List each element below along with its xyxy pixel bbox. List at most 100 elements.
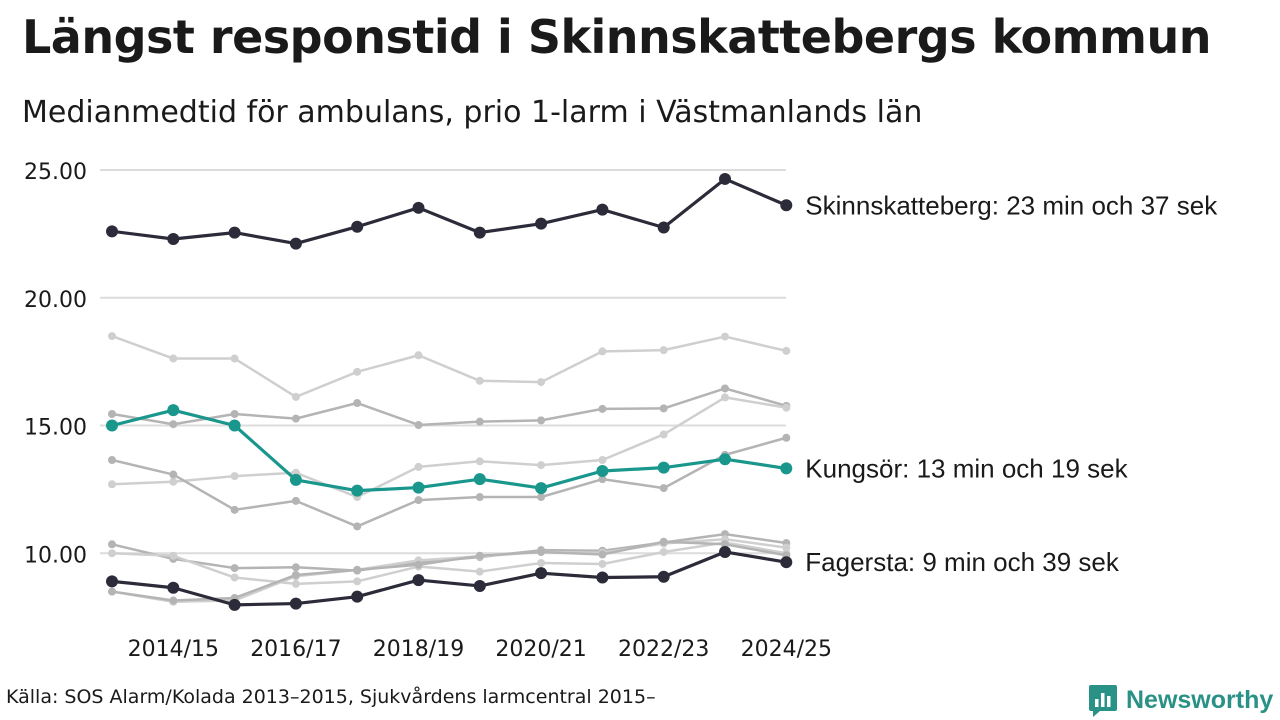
data-point: [169, 470, 178, 479]
data-point: [782, 543, 791, 552]
data-point: [780, 556, 793, 569]
data-point: [351, 220, 364, 233]
data-point: [414, 560, 423, 569]
data-point: [782, 403, 791, 412]
data-point: [230, 564, 239, 573]
data-point: [412, 574, 425, 587]
data-point: [473, 226, 486, 239]
series-line-bg2: [110, 387, 788, 427]
data-point: [351, 590, 364, 603]
brand-logo: Newsworthy: [1088, 683, 1273, 717]
data-point: [782, 346, 791, 355]
series-line-bg3: [110, 396, 788, 499]
y-tick-label: 10.00: [24, 543, 87, 568]
data-point: [657, 461, 670, 474]
data-point: [169, 551, 178, 560]
data-point: [414, 462, 423, 471]
data-point: [108, 455, 116, 464]
data-point: [475, 493, 484, 502]
data-point: [657, 221, 670, 234]
series-line-bg6: [110, 541, 788, 586]
data-point: [169, 420, 178, 429]
source-note: Källa: SOS Alarm/Kolada 2013–2015, Sjukv…: [6, 686, 656, 708]
data-point: [414, 496, 423, 505]
series-line-bg8: [110, 540, 788, 602]
data-point: [169, 596, 178, 605]
series-line-kungsör: [110, 408, 788, 493]
data-point: [108, 332, 116, 341]
data-point: [721, 393, 729, 402]
data-point: [657, 570, 670, 583]
data-point: [289, 597, 302, 610]
data-point: [596, 464, 609, 477]
data-point: [353, 565, 362, 574]
data-point: [414, 351, 423, 360]
x-tick-label: 2020/21: [495, 637, 586, 662]
data-point: [537, 416, 546, 425]
data-point: [598, 347, 607, 356]
x-tick-label: 2022/23: [618, 637, 709, 662]
data-point: [228, 226, 241, 239]
data-point: [659, 346, 668, 355]
data-point: [659, 547, 668, 556]
series-line-bg1: [110, 334, 788, 399]
data-point: [230, 573, 239, 582]
data-point: [598, 559, 607, 568]
data-point: [169, 354, 178, 363]
data-point: [291, 579, 300, 588]
y-tick-label: 20.00: [24, 288, 87, 313]
series-line-bg4: [110, 436, 788, 528]
data-point: [537, 378, 546, 387]
data-point: [721, 384, 729, 393]
data-point: [106, 225, 118, 238]
data-point: [535, 567, 548, 580]
data-point: [475, 551, 484, 560]
data-point: [291, 563, 300, 572]
data-point: [537, 558, 546, 567]
data-point: [780, 462, 793, 475]
data-point: [169, 477, 178, 486]
data-point: [230, 505, 239, 514]
data-point: [291, 392, 300, 401]
x-tick-label: 2018/19: [373, 637, 464, 662]
data-point: [719, 172, 731, 185]
chart-subtitle: Medianmedtid för ambulans, prio 1-larm i…: [22, 95, 923, 130]
data-point: [780, 199, 793, 212]
data-point: [598, 475, 607, 484]
data-point: [228, 598, 241, 611]
data-point: [659, 430, 668, 439]
data-point: [167, 581, 180, 594]
data-point: [537, 493, 546, 502]
data-point: [598, 404, 607, 413]
data-point: [167, 232, 180, 245]
x-tick-label: 2014/15: [128, 637, 219, 662]
data-point: [721, 332, 729, 341]
data-point: [353, 522, 362, 531]
data-point: [353, 399, 362, 408]
data-point: [721, 540, 729, 549]
data-point: [230, 410, 239, 419]
data-point: [412, 201, 425, 214]
data-point: [596, 571, 609, 584]
data-point: [230, 472, 239, 481]
y-tick-label: 25.00: [24, 160, 87, 185]
x-tick-label: 2016/17: [250, 637, 341, 662]
data-point: [598, 550, 607, 559]
data-point: [353, 577, 362, 586]
series-label-skinnskatteberg: Skinnskatteberg: 23 min och 37 sek: [805, 190, 1218, 220]
data-point: [353, 367, 362, 376]
brand-name: Newsworthy: [1126, 685, 1274, 714]
data-point: [230, 354, 239, 363]
data-point: [475, 376, 484, 385]
data-point: [659, 404, 668, 413]
series-label-fagersta: Fagersta: 9 min och 39 sek: [805, 547, 1120, 577]
data-point: [659, 537, 668, 546]
data-point: [719, 545, 731, 558]
series-label-kungsör: Kungsör: 13 min och 19 sek: [805, 453, 1128, 483]
data-point: [108, 587, 116, 596]
data-point: [291, 496, 300, 505]
series-line-fagersta: [110, 550, 788, 607]
data-point: [228, 419, 241, 432]
data-point: [719, 453, 731, 466]
